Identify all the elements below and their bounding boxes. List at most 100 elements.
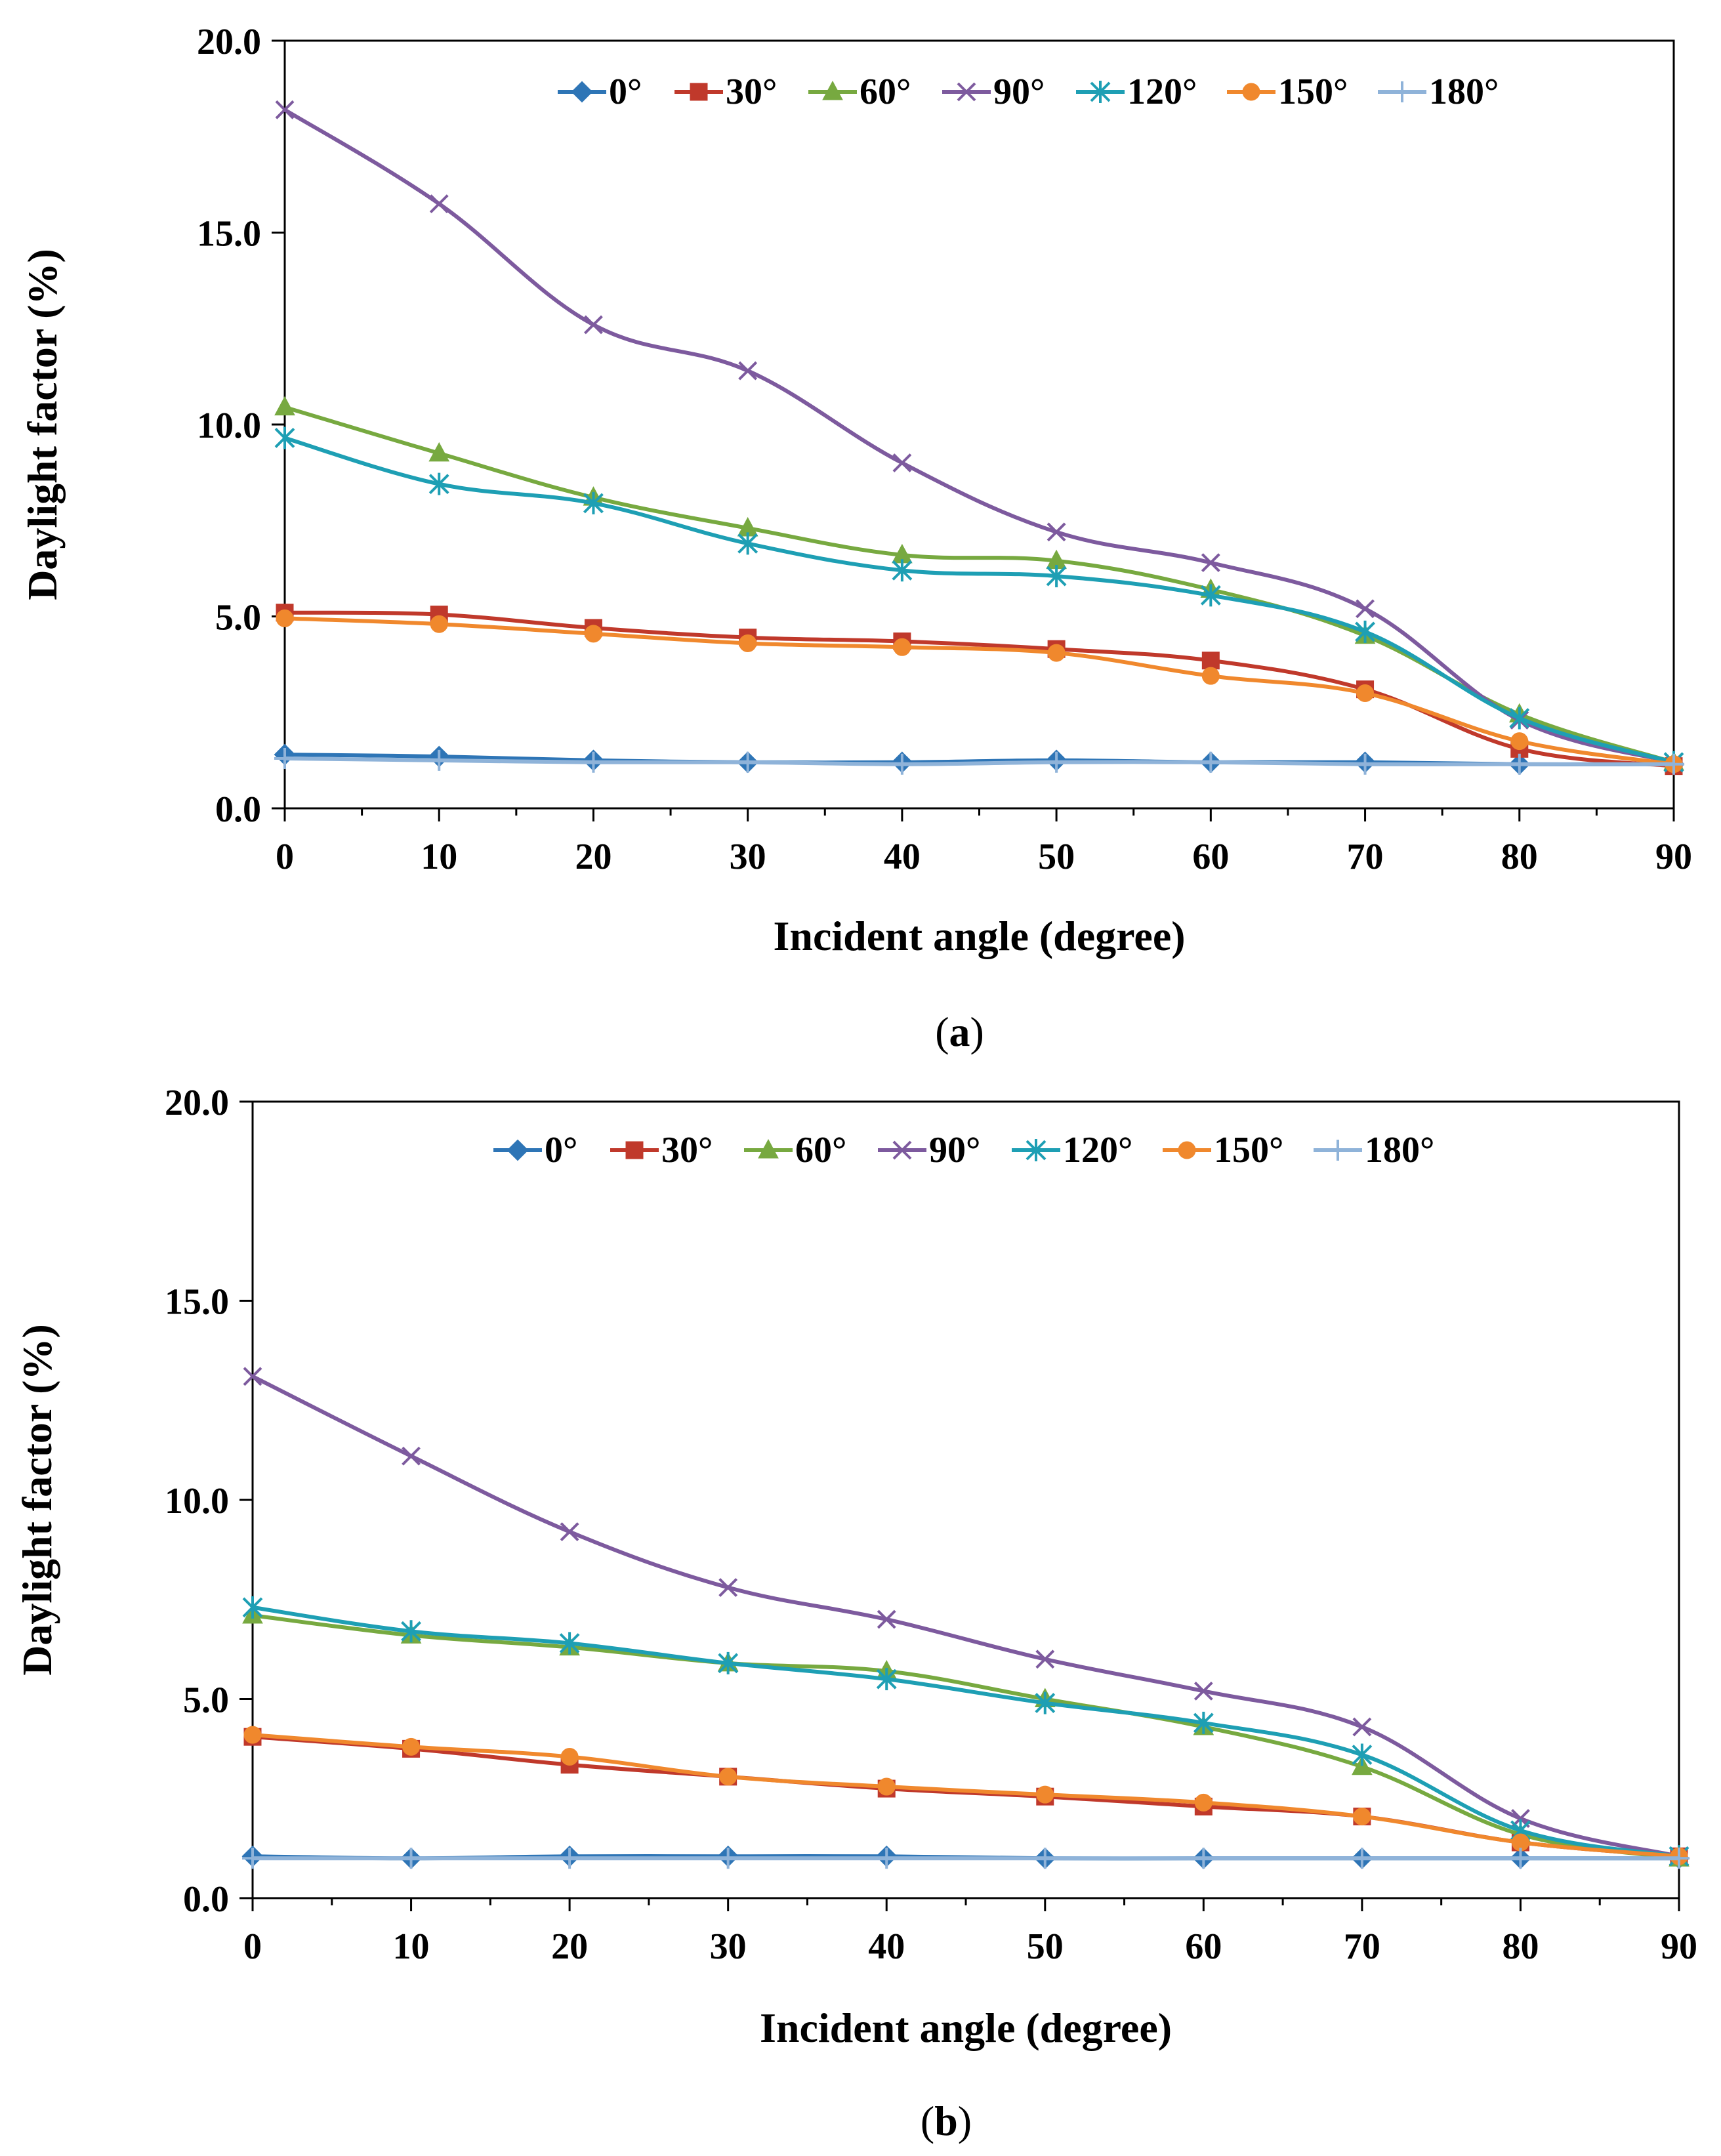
y-tick-label: 0.0 [183, 1879, 229, 1920]
legend-item: 0° [558, 72, 642, 112]
data-point [1046, 565, 1067, 588]
data-point [1352, 1743, 1373, 1766]
series-3 [243, 1367, 1689, 1866]
legend-label: 0° [545, 1130, 577, 1171]
legend-item: 30° [610, 1130, 713, 1171]
data-point [1356, 599, 1375, 619]
data-point [1047, 522, 1066, 542]
data-point [428, 442, 450, 462]
data-point [891, 753, 913, 775]
data-point [559, 1632, 580, 1655]
data-point [877, 1609, 896, 1629]
series-4 [242, 1596, 1690, 1868]
legend-marker [957, 82, 976, 102]
x-tick-label: 10 [393, 1926, 430, 1967]
data-point [583, 491, 604, 514]
legend-marker [571, 81, 593, 103]
series-6 [274, 747, 1684, 775]
x-tick-label: 50 [1027, 1926, 1064, 1967]
data-point [892, 453, 912, 472]
data-point [718, 1651, 739, 1674]
data-point [430, 615, 448, 633]
x-axis-title: Incident angle (degree) [760, 2004, 1172, 2051]
data-point [1355, 620, 1375, 643]
data-point [560, 1522, 579, 1541]
data-point [1356, 684, 1375, 702]
data-point [877, 1777, 896, 1796]
y-tick-label: 20.0 [197, 22, 261, 62]
series-4 [274, 426, 1684, 774]
data-point [402, 1446, 421, 1466]
series-line [283, 108, 1674, 764]
data-point [1194, 1793, 1213, 1812]
data-point [274, 396, 295, 416]
data-point [274, 426, 295, 449]
y-tick-label: 10.0 [197, 405, 261, 446]
caption-open: ( [921, 2098, 934, 2144]
data-point [739, 634, 757, 652]
data-point [893, 638, 911, 656]
x-tick-label: 10 [421, 837, 457, 877]
legend-marker [690, 83, 708, 101]
data-point [1047, 644, 1066, 662]
caption-close: ) [970, 1008, 984, 1055]
data-point [274, 747, 295, 769]
data-point [876, 1848, 898, 1869]
legend-marker [1242, 83, 1260, 101]
x-tick-label: 20 [575, 837, 612, 877]
series-line [284, 436, 1674, 764]
data-point [428, 749, 450, 771]
data-point [717, 1848, 739, 1869]
x-tick-label: 80 [1502, 1926, 1539, 1967]
data-point [1200, 584, 1221, 607]
legend-item: 60° [744, 1130, 846, 1171]
legend-item: 30° [674, 72, 777, 112]
x-tick-label: 70 [1347, 837, 1384, 877]
legend-label: 150° [1278, 72, 1348, 112]
data-point [876, 1668, 897, 1691]
x-tick-label: 50 [1038, 837, 1075, 877]
data-point [1510, 732, 1529, 751]
legend-item: 120° [1012, 1130, 1132, 1171]
data-point [719, 1768, 737, 1786]
y-tick-label: 10.0 [165, 1481, 229, 1522]
data-point [1201, 553, 1220, 573]
data-point [1193, 1681, 1213, 1701]
data-point [718, 1578, 738, 1597]
y-axis-title: Daylight factor (%) [14, 1324, 60, 1676]
data-point [243, 1367, 262, 1386]
series-line [251, 1375, 1680, 1859]
legend-item: 180° [1314, 1130, 1434, 1171]
series-line [252, 1613, 1680, 1861]
data-point [243, 1726, 262, 1744]
data-point [1201, 652, 1220, 670]
x-tick-label: 20 [551, 1926, 588, 1967]
data-point [737, 532, 758, 555]
data-point [560, 1748, 579, 1766]
data-point [242, 1848, 263, 1869]
data-point [1509, 707, 1530, 730]
x-axis-title: Incident angle (degree) [773, 913, 1185, 959]
data-point [1034, 1848, 1056, 1869]
data-point [559, 1848, 581, 1869]
x-tick-label: 60 [1192, 837, 1229, 877]
x-tick-label: 80 [1501, 837, 1538, 877]
legend-marker [1327, 1140, 1348, 1161]
chart-caption: (b) [921, 2098, 972, 2144]
series-line [252, 1733, 1680, 1859]
data-point [737, 751, 758, 773]
data-point [738, 361, 758, 381]
x-tick-label: 40 [884, 837, 921, 877]
y-tick-label: 0.0 [215, 789, 261, 830]
legend-item: 0° [493, 1130, 577, 1171]
x-tick-label: 60 [1185, 1926, 1222, 1967]
legend-marker [1178, 1141, 1196, 1159]
data-point [1510, 1848, 1531, 1869]
caption-close: ) [958, 2098, 972, 2144]
series-line [284, 756, 1674, 766]
data-point [428, 472, 449, 495]
data-point [1193, 1848, 1214, 1869]
data-point [1035, 1691, 1056, 1714]
legend-label: 60° [860, 72, 911, 112]
